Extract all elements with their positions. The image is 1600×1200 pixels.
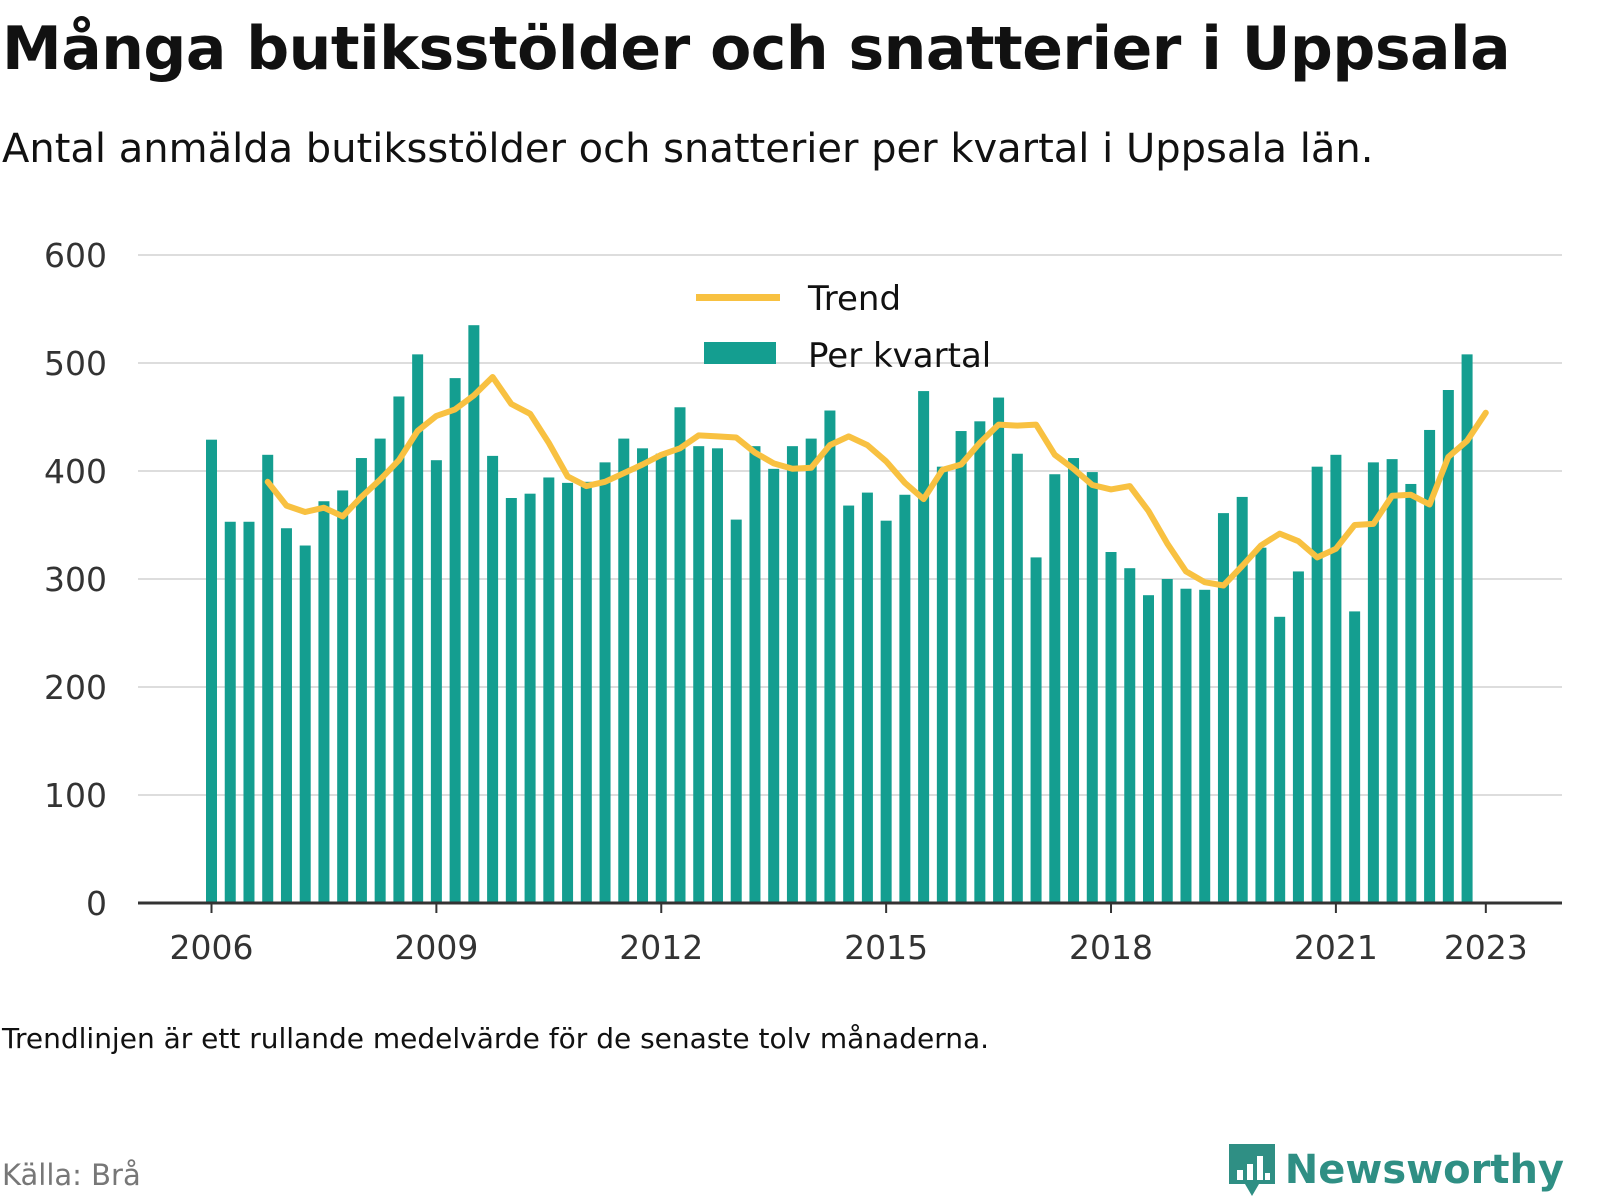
bar-series-per-kvartal <box>206 325 1473 903</box>
chart: 0 100 200 300 400 500 600 2006 2009 2012 2015 2018… <box>44 236 1562 967</box>
bar <box>1461 354 1473 903</box>
bar <box>1086 472 1098 903</box>
bar <box>730 519 742 903</box>
bar <box>280 528 292 903</box>
bar <box>918 391 930 903</box>
bar <box>468 325 480 903</box>
x-tick-label-2009: 2009 <box>394 928 478 967</box>
x-tick-label-2012: 2012 <box>619 928 703 967</box>
y-tick-label-0: 0 <box>86 884 107 923</box>
y-tick-label-100: 100 <box>44 776 107 815</box>
bar <box>711 448 723 903</box>
newsworthy-logo-icon <box>1228 1144 1275 1196</box>
bar <box>1049 474 1061 903</box>
y-tick-label-600: 600 <box>44 236 107 275</box>
bar <box>993 397 1005 903</box>
bar <box>524 493 536 903</box>
bar <box>824 410 836 903</box>
bar <box>243 521 255 903</box>
bar <box>1386 459 1398 903</box>
bar <box>599 462 611 903</box>
bar <box>899 494 911 903</box>
x-tick-label-2021: 2021 <box>1294 928 1378 967</box>
bar <box>1030 557 1042 903</box>
bar <box>1068 458 1080 903</box>
bar <box>936 466 948 903</box>
bar <box>487 455 499 903</box>
trend-line <box>264 374 1489 589</box>
bar <box>1292 571 1304 903</box>
y-tick-label-300: 300 <box>44 560 107 599</box>
bar <box>262 454 274 903</box>
source-label: Källa: Brå <box>2 1158 141 1192</box>
newsworthy-logo: Newsworthy <box>1227 1140 1564 1200</box>
bar <box>318 501 330 903</box>
bar <box>1105 552 1117 903</box>
x-tick-label-2018: 2018 <box>1069 928 1153 967</box>
bar <box>1199 589 1211 903</box>
bar <box>580 481 592 903</box>
bar <box>393 396 405 903</box>
bar <box>955 431 967 903</box>
bar <box>543 477 555 903</box>
legend-label-per-kvartal: Per kvartal <box>808 336 991 376</box>
bar <box>1330 454 1342 903</box>
bar <box>1349 611 1361 903</box>
bar <box>974 421 986 903</box>
bar <box>1143 595 1154 903</box>
bar <box>1180 588 1192 903</box>
line-series-trend <box>264 374 1489 589</box>
bar <box>430 460 442 903</box>
bar <box>693 446 705 903</box>
legend-label-trend: Trend <box>807 279 901 319</box>
bar <box>224 521 236 903</box>
bar <box>206 439 217 903</box>
bar <box>1274 616 1286 903</box>
bar <box>299 545 311 903</box>
bar <box>805 438 817 903</box>
bar <box>768 468 780 903</box>
bar <box>749 446 761 903</box>
x-tick-label-2015: 2015 <box>844 928 928 967</box>
bar <box>1405 483 1417 903</box>
bar <box>1124 568 1136 903</box>
y-tick-label-400: 400 <box>44 452 107 491</box>
y-tick-label-500: 500 <box>44 344 107 383</box>
trend-note: Trendlinjen är ett rullande medelvärde f… <box>2 1022 990 1055</box>
bar <box>1011 453 1023 903</box>
chart-title: Många butiksstölder och snatterier i Upp… <box>2 14 1511 84</box>
bar <box>1367 462 1379 903</box>
bar <box>637 448 649 903</box>
bar <box>562 482 574 903</box>
x-tick-label-2023: 2023 <box>1444 928 1528 967</box>
y-tick-label-200: 200 <box>44 668 107 707</box>
bar <box>505 498 517 903</box>
bar <box>861 492 873 903</box>
bar <box>1442 390 1454 903</box>
x-tick-label-2006: 2006 <box>170 928 254 967</box>
bar <box>374 438 386 903</box>
bar <box>655 453 667 903</box>
legend: Trend Per kvartal <box>696 279 991 376</box>
bar <box>1311 466 1323 903</box>
newsworthy-logo-text: Newsworthy <box>1284 1147 1564 1193</box>
bar <box>1217 513 1229 903</box>
bar <box>674 407 686 903</box>
chart-subtitle: Antal anmälda butiksstölder och snatteri… <box>2 126 1374 172</box>
bar <box>1424 429 1436 903</box>
bar <box>337 490 349 903</box>
bar <box>449 378 461 903</box>
bar <box>880 520 892 903</box>
bar <box>1161 579 1173 903</box>
bar <box>355 458 367 903</box>
x-axis: 2006 2009 2012 2015 2018 2021 2023 <box>138 901 1562 967</box>
bar <box>618 438 630 903</box>
bar <box>1255 547 1267 903</box>
legend-swatch-per-kvartal <box>704 342 776 364</box>
bar <box>412 354 424 903</box>
bar <box>786 446 798 903</box>
bar <box>1236 496 1248 903</box>
legend-swatch-trend <box>696 294 780 301</box>
bar <box>843 505 855 903</box>
